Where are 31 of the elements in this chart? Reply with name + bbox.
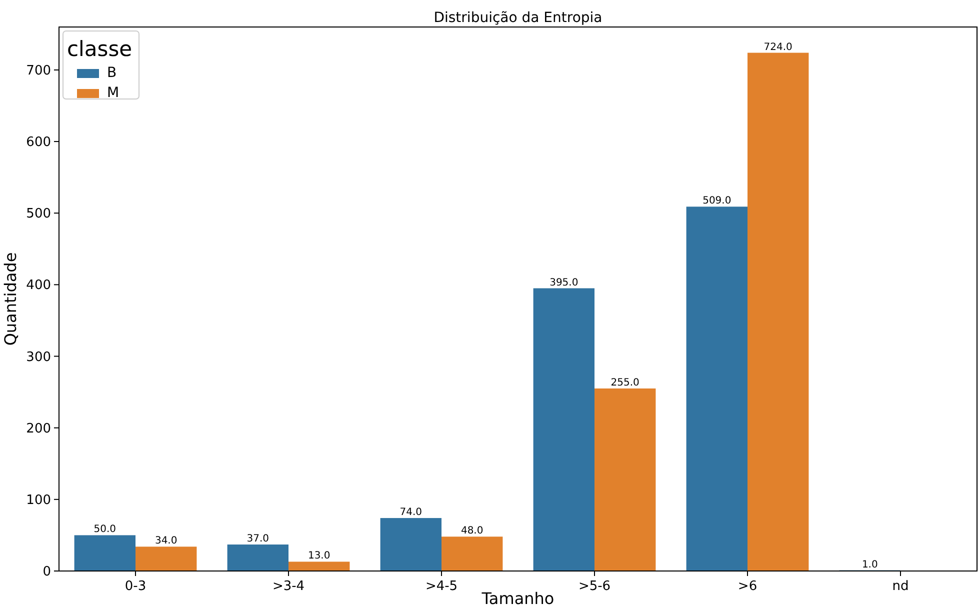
data-label: 50.0 (94, 524, 116, 536)
y-tick-label: 400 (26, 278, 51, 294)
data-label: 37.0 (246, 534, 270, 545)
data-label: 13.0 (308, 550, 330, 562)
legend-label: M (107, 85, 120, 101)
y-tick-label: 300 (26, 350, 51, 365)
x-tick-label: >5-6 (578, 579, 611, 594)
legend-title: classe (67, 37, 132, 61)
y-tick-label: 600 (26, 135, 51, 150)
data-label: 724.0 (764, 42, 792, 53)
data-label: 1.0 (862, 559, 878, 570)
y-tick-label: 200 (26, 421, 51, 436)
x-axis-title: Tamanho (480, 589, 554, 606)
data-label: 48.0 (460, 526, 484, 537)
y-tick-label: 100 (26, 492, 51, 508)
chart-title: Distribuição da Entropia (434, 10, 602, 26)
x-tick-label: >6 (738, 579, 758, 594)
y-tick-label: 0 (42, 564, 51, 580)
data-label: 395.0 (550, 277, 578, 288)
legend-label: B (107, 65, 117, 81)
y-tick-label: 700 (26, 63, 51, 78)
y-tick-label: 500 (26, 206, 51, 222)
y-axis-title: Quantidade (1, 252, 20, 346)
data-label: 509.0 (702, 196, 732, 207)
x-tick-label: nd (892, 579, 909, 594)
data-label: 74.0 (400, 507, 422, 518)
x-tick-label: 0-3 (124, 579, 146, 594)
data-label: 255.0 (610, 377, 640, 388)
data-label: 34.0 (154, 536, 178, 547)
x-tick-label: >4-5 (425, 579, 458, 594)
x-tick-label: >3-4 (272, 579, 305, 594)
